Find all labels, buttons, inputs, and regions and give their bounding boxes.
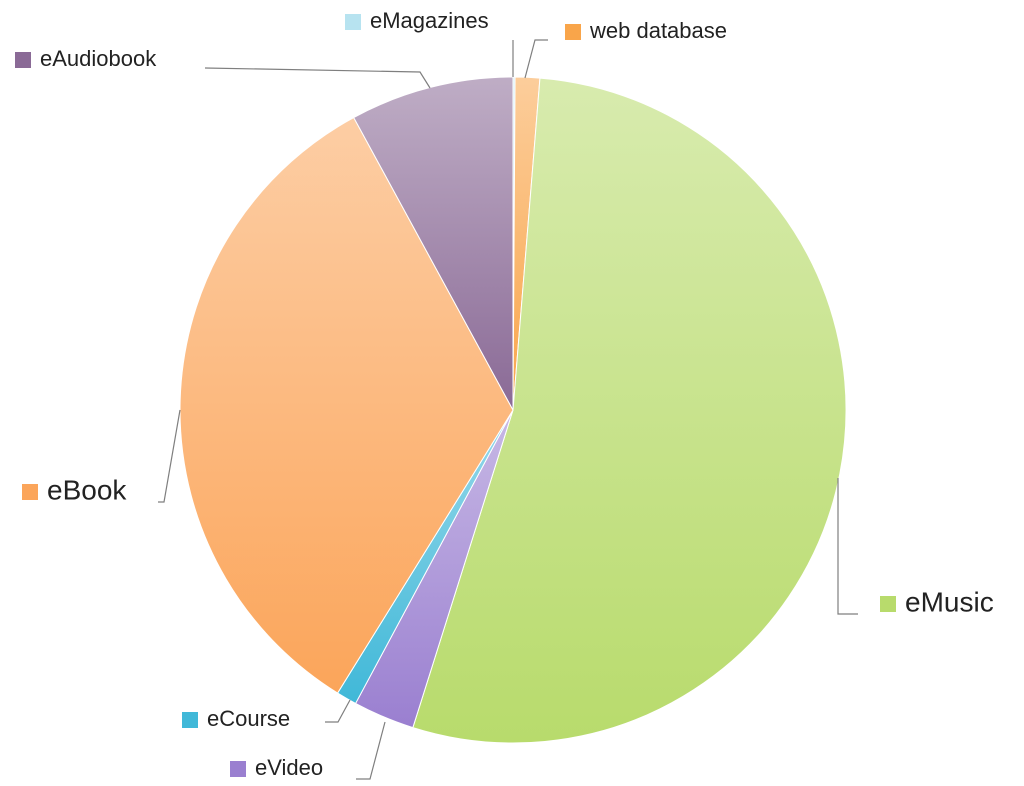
slice-label: web database [589, 18, 727, 43]
legend-swatch [182, 712, 198, 728]
slice-label: eAudiobook [40, 46, 157, 71]
leader-line [204, 67, 431, 89]
legend-swatch [230, 761, 246, 777]
legend-swatch [345, 14, 361, 30]
pie-slice [412, 77, 847, 744]
slice-label: eMusic [905, 586, 994, 617]
slice-label: eMagazines [370, 8, 489, 33]
pie-slice [179, 116, 514, 694]
slice-label: eCourse [207, 706, 290, 731]
leader-line [356, 721, 386, 780]
leader-line [325, 699, 351, 723]
pie-slice [353, 76, 514, 411]
legend-swatch [22, 484, 38, 500]
slice-label: eBook [47, 474, 127, 505]
leader-line [524, 39, 548, 79]
leader-line [837, 478, 858, 615]
legend-swatch [15, 52, 31, 68]
legend-swatch [880, 596, 896, 612]
leader-line [158, 409, 181, 503]
slice-label: eVideo [255, 755, 323, 780]
legend-swatch [565, 24, 581, 40]
